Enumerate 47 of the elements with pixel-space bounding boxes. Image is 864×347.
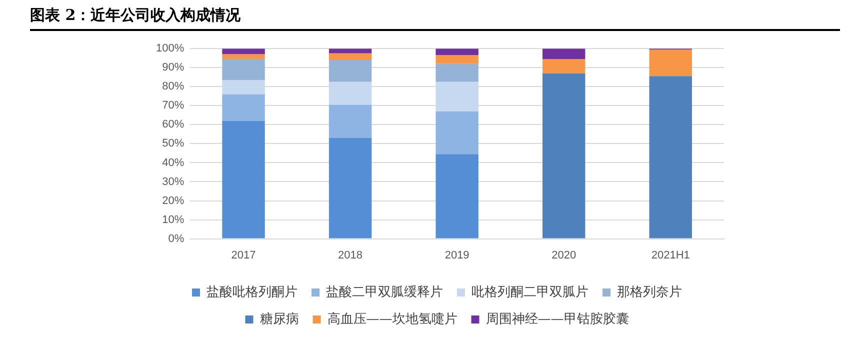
bar bbox=[328, 48, 372, 54]
y-tick-label: 10% bbox=[162, 214, 184, 226]
x-tick-label: 2021H1 bbox=[651, 249, 690, 262]
bar bbox=[542, 73, 586, 238]
bar bbox=[436, 48, 478, 56]
x-tick-label: 2018 bbox=[338, 249, 363, 262]
legend-label: 吡格列酮二甲双胍片 bbox=[472, 284, 588, 300]
chart-title: 图表 2：近年公司收入构成情况 bbox=[30, 6, 840, 31]
bar bbox=[222, 48, 265, 54]
y-tick-label: 100% bbox=[156, 42, 184, 55]
legend-label: 那格列奈片 bbox=[617, 284, 682, 300]
x-tick-label: 2017 bbox=[231, 249, 256, 262]
bar bbox=[222, 59, 265, 80]
y-tick-label: 30% bbox=[162, 176, 184, 188]
legend-label: 盐酸二甲双胍缓释片 bbox=[326, 284, 443, 300]
bar bbox=[328, 60, 372, 82]
y-tick-label: 70% bbox=[162, 100, 184, 112]
bar bbox=[436, 82, 478, 112]
bar bbox=[436, 111, 478, 154]
bar bbox=[328, 82, 372, 105]
bar bbox=[328, 53, 372, 60]
y-tick-label: 40% bbox=[162, 156, 184, 169]
bar bbox=[222, 120, 265, 238]
x-tick-label: 2020 bbox=[552, 249, 576, 262]
bar bbox=[542, 48, 586, 60]
bar bbox=[222, 54, 265, 60]
bar bbox=[328, 104, 372, 138]
legend-label: 周围神经——甲钴胺胶囊 bbox=[486, 312, 629, 327]
y-tick-label: 0% bbox=[168, 232, 184, 245]
bar bbox=[328, 138, 372, 238]
y-tick-label: 60% bbox=[162, 118, 184, 131]
y-tick-label: 90% bbox=[162, 62, 184, 74]
legend-label: 高血压——坎地氢嚏片 bbox=[327, 310, 458, 327]
x-tick-label: 2019 bbox=[444, 249, 470, 262]
bar bbox=[222, 94, 265, 121]
bar bbox=[436, 64, 478, 82]
legend-label: 糖尿病 bbox=[260, 312, 299, 327]
y-tick-label: 80% bbox=[162, 80, 184, 93]
bar bbox=[436, 55, 478, 64]
y-tick-label: 20% bbox=[162, 194, 184, 207]
bar bbox=[436, 154, 478, 238]
bar bbox=[649, 76, 692, 238]
y-tick-label: 50% bbox=[162, 138, 184, 150]
bar bbox=[542, 59, 586, 74]
bar bbox=[649, 50, 692, 76]
legend-label: 盐酸吡格列酮片 bbox=[206, 284, 298, 300]
bar bbox=[222, 80, 265, 94]
